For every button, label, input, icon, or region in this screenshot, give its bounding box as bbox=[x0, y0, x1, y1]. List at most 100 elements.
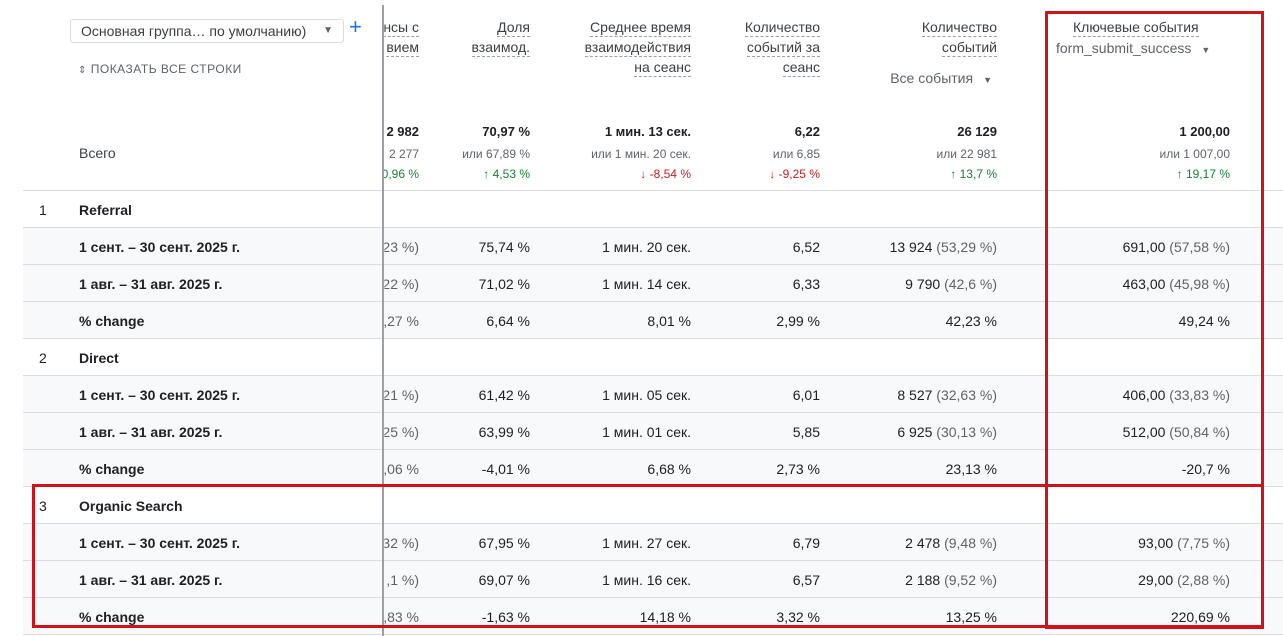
column-header[interactable]: взаимод. bbox=[471, 39, 530, 57]
data-row: 1 авг. – 31 авг. 2025 г. ,1 %) 69,07 % 1 ми… bbox=[23, 560, 1283, 597]
total-change: ↑ 13,7 % bbox=[950, 167, 997, 181]
cell: 6,57 bbox=[792, 572, 820, 588]
column-header[interactable]: событий за bbox=[746, 39, 820, 57]
column-header[interactable]: Количество bbox=[744, 19, 820, 37]
filter-arrow: ▼ bbox=[1201, 45, 1211, 55]
column-header[interactable]: на сеанс bbox=[634, 59, 691, 77]
group-row: 1 Referral bbox=[23, 190, 1283, 227]
data-row: 1 авг. – 31 авг. 2025 г. 25 %) 63,99 % 1 ми… bbox=[23, 412, 1283, 449]
total-value: 26 129 bbox=[957, 124, 997, 139]
total-change: 0,96 % bbox=[381, 167, 419, 181]
cell: 13 924 (53,29 %) bbox=[890, 238, 997, 256]
cell-value: 691,00 bbox=[1122, 239, 1166, 255]
column-filter[interactable]: form_submit_success ▼ bbox=[1056, 39, 1210, 59]
cell: 75,74 % bbox=[478, 239, 530, 255]
cell: -1,63 % bbox=[481, 609, 530, 625]
cell: 1 мин. 01 сек. bbox=[602, 424, 691, 440]
group-row: 2 Direct bbox=[23, 338, 1283, 375]
total-value: 1 мин. 13 сек. bbox=[604, 124, 691, 139]
cell: 3,32 % bbox=[776, 609, 820, 625]
column-header[interactable]: нсы с bbox=[383, 19, 419, 37]
cell-value: 8 527 bbox=[897, 387, 933, 403]
cell-share: (57,58 %) bbox=[1169, 239, 1230, 255]
column-header[interactable]: Среднее время bbox=[590, 19, 691, 37]
column-header[interactable]: вием bbox=[386, 39, 419, 57]
group-name: Organic Search bbox=[79, 498, 183, 514]
cell: 1 мин. 05 сек. bbox=[602, 387, 691, 403]
cell: 63,99 % bbox=[478, 424, 530, 440]
cell: -20,7 % bbox=[1181, 461, 1230, 477]
row-label: % change bbox=[79, 313, 145, 329]
total-change: ↑ 19,17 % bbox=[1176, 167, 1230, 181]
cell: 220,69 % bbox=[1170, 609, 1230, 625]
cell-share: (50,84 %) bbox=[1169, 424, 1230, 440]
cell: 8,01 % bbox=[647, 313, 691, 329]
cell-value: 2 478 bbox=[905, 535, 941, 551]
row-mask bbox=[380, 302, 383, 338]
cell-value: 463,00 bbox=[1122, 276, 1166, 292]
total-compare: 2 277 bbox=[388, 147, 419, 161]
cell-share: (45,98 %) bbox=[1169, 276, 1230, 292]
cell: 14,18 % bbox=[639, 609, 691, 625]
column-header[interactable]: взаимодействия bbox=[584, 39, 691, 57]
column-header[interactable]: сеанс bbox=[782, 59, 820, 77]
data-row: 1 сент. – 30 сент. 2025 г. 21 %) 61,42 % 1 … bbox=[23, 375, 1283, 412]
cell-value: 2 188 bbox=[905, 572, 941, 588]
cell: 5,85 bbox=[792, 424, 820, 440]
cell-value: 13 924 bbox=[889, 239, 933, 255]
cell: 2 188 (9,52 %) bbox=[905, 571, 997, 589]
total-compare: или 67,89 % bbox=[462, 147, 530, 161]
column-filter[interactable]: Все события ▼ bbox=[890, 69, 992, 89]
cell: 23,13 % bbox=[945, 461, 997, 477]
cell: 6,01 bbox=[792, 387, 820, 403]
row-mask bbox=[380, 413, 383, 449]
cell: 691,00 (57,58 %) bbox=[1123, 238, 1230, 256]
data-row: 1 сент. – 30 сент. 2025 г. 32 %) 67,95 % 1 … bbox=[23, 523, 1283, 560]
filter-arrow: ▼ bbox=[983, 75, 992, 85]
dimension-dropdown[interactable]: Основная группа… по умолчанию) ▼ bbox=[70, 19, 344, 43]
cell: ,1 %) bbox=[386, 572, 419, 588]
filter-text: Все события bbox=[890, 70, 974, 86]
cell: 6,68 % bbox=[647, 461, 691, 477]
cell-value: 6 925 bbox=[897, 424, 933, 440]
group-index: 2 bbox=[39, 350, 47, 366]
dropdown-text: Основная группа… по умолчанию) bbox=[81, 23, 307, 39]
total-value: 6,22 bbox=[794, 124, 820, 139]
cell: 69,07 % bbox=[478, 572, 530, 588]
row-label: % change bbox=[79, 609, 145, 625]
cell: 25 %) bbox=[382, 424, 419, 440]
row-label: 1 авг. – 31 авг. 2025 г. bbox=[79, 424, 223, 440]
cell: 32 %) bbox=[382, 535, 419, 551]
cell: 93,00 (7,75 %) bbox=[1138, 534, 1230, 552]
cell-share: (33,83 %) bbox=[1169, 387, 1230, 403]
filter-text: form_submit_success bbox=[1056, 40, 1192, 56]
column-header[interactable]: Доля bbox=[497, 19, 530, 37]
total-change: ↓ -9,25 % bbox=[769, 167, 820, 181]
row-label: 1 сент. – 30 сент. 2025 г. bbox=[79, 535, 241, 551]
row-label: 1 сент. – 30 сент. 2025 г. bbox=[79, 239, 241, 255]
cell: 2 478 (9,48 %) bbox=[905, 534, 997, 552]
row-mask bbox=[380, 450, 383, 486]
cell-value: 29,00 bbox=[1138, 572, 1174, 588]
column-header[interactable]: Количество bbox=[921, 19, 997, 37]
show-all-rows[interactable]: ⇕ ПОКАЗАТЬ ВСЕ СТРОКИ bbox=[78, 60, 242, 80]
row-mask bbox=[380, 228, 383, 264]
cell: 2,99 % bbox=[776, 313, 820, 329]
row-mask bbox=[380, 376, 383, 412]
column-header[interactable]: Ключевые события bbox=[1073, 19, 1199, 37]
cell-share: (9,48 %) bbox=[944, 535, 997, 551]
bottom-border bbox=[23, 634, 1283, 635]
data-row: % change ,06 % -4,01 % 6,68 % 2,73 % 23,13 % -… bbox=[23, 449, 1283, 486]
cell-share: (30,13 %) bbox=[936, 424, 997, 440]
cell-share: (53,29 %) bbox=[936, 239, 997, 255]
total-compare: или 6,85 bbox=[772, 147, 820, 161]
row-label: % change bbox=[79, 461, 145, 477]
cell-value: 93,00 bbox=[1138, 535, 1174, 551]
cell: -4,01 % bbox=[481, 461, 530, 477]
column-header[interactable]: событий bbox=[941, 39, 997, 57]
highlight-row bbox=[32, 484, 1264, 628]
total-compare: или 22 981 bbox=[936, 147, 997, 161]
data-row: 1 сент. – 30 сент. 2025 г. 23 %) 75,74 % 1 … bbox=[23, 227, 1283, 264]
add-button[interactable]: + bbox=[349, 14, 362, 39]
